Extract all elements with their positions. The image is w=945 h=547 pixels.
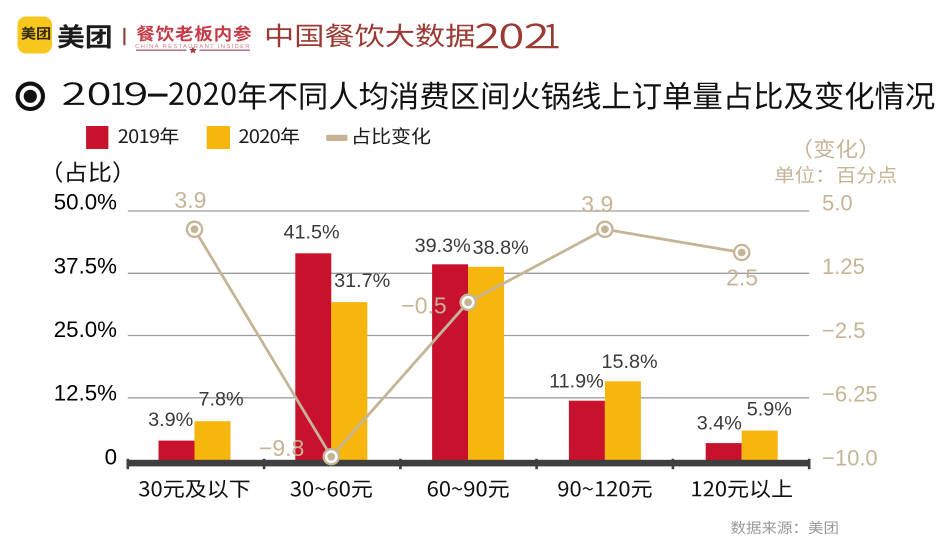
- svg-text:31.7%: 31.7%: [334, 270, 390, 292]
- svg-text:50.0%: 50.0%: [54, 190, 117, 215]
- svg-text:3.4%: 3.4%: [697, 413, 742, 435]
- svg-text:41.5%: 41.5%: [284, 222, 340, 244]
- svg-text:7.8%: 7.8%: [199, 388, 244, 410]
- svg-text:2.5: 2.5: [726, 264, 758, 290]
- svg-text:−6.25: −6.25: [822, 382, 878, 407]
- svg-text:39.3%: 39.3%: [415, 235, 471, 257]
- svg-text:3.9: 3.9: [174, 187, 206, 213]
- svg-text:3.9: 3.9: [581, 191, 613, 217]
- svg-text:1.25: 1.25: [822, 254, 865, 279]
- svg-text:11.9%: 11.9%: [549, 371, 604, 393]
- svg-text:−0.5: −0.5: [401, 292, 446, 318]
- svg-text:0: 0: [105, 444, 117, 469]
- svg-text:−10.0: −10.0: [822, 445, 878, 470]
- svg-text:5.9%: 5.9%: [747, 398, 792, 420]
- svg-text:CHINA RESTAURANT INSIDER: CHINA RESTAURANT INSIDER: [135, 44, 251, 50]
- svg-text:37.5%: 37.5%: [54, 253, 117, 278]
- svg-text:5.0: 5.0: [822, 191, 853, 216]
- svg-text:38.8%: 38.8%: [473, 237, 529, 259]
- svg-text:3.9%: 3.9%: [148, 409, 193, 431]
- svg-text:15.8%: 15.8%: [602, 351, 658, 373]
- svg-text:25.0%: 25.0%: [54, 317, 117, 342]
- svg-text:−9.8: −9.8: [259, 435, 304, 461]
- svg-text:12.5%: 12.5%: [54, 381, 117, 406]
- svg-text:−2.5: −2.5: [822, 318, 865, 343]
